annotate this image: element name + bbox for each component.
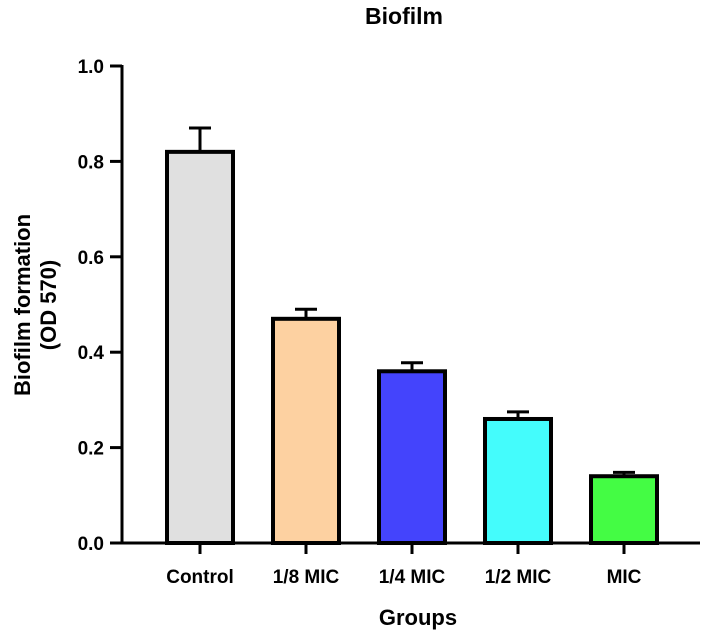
bar bbox=[165, 149, 235, 546]
x-tick-label: 1/2 MIC bbox=[485, 567, 552, 588]
bar bbox=[271, 316, 341, 545]
chart-title: Biofilm bbox=[365, 3, 443, 29]
x-tick-label: Control bbox=[166, 567, 234, 588]
x-axis-title: Groups bbox=[379, 605, 457, 630]
x-tick-label: MIC bbox=[607, 567, 642, 588]
y-tick-label: 0.4 bbox=[78, 343, 105, 364]
plot-area: Control 1/8 MIC 1/4 MIC 1/2 MIC MIC 0.0 0.2 0.4… bbox=[78, 57, 700, 588]
bar bbox=[589, 474, 659, 545]
y-axis-title-line-2: (OD 570) bbox=[36, 260, 61, 350]
y-tick-label: 0.2 bbox=[78, 439, 104, 460]
y-axis-title: Biofilm formation (OD 570) bbox=[10, 214, 61, 396]
bar bbox=[377, 369, 447, 545]
y-axis-title-line-1: Biofilm formation bbox=[10, 214, 35, 396]
x-tick-label: 1/4 MIC bbox=[379, 567, 446, 588]
y-tick-label: 0.8 bbox=[78, 152, 104, 173]
bar bbox=[483, 416, 553, 546]
x-tick-label: 1/8 MIC bbox=[273, 567, 340, 588]
y-tick-label: 0.6 bbox=[78, 248, 104, 269]
y-tick-label: 0.0 bbox=[78, 534, 104, 555]
y-tick-label: 1.0 bbox=[78, 57, 104, 78]
